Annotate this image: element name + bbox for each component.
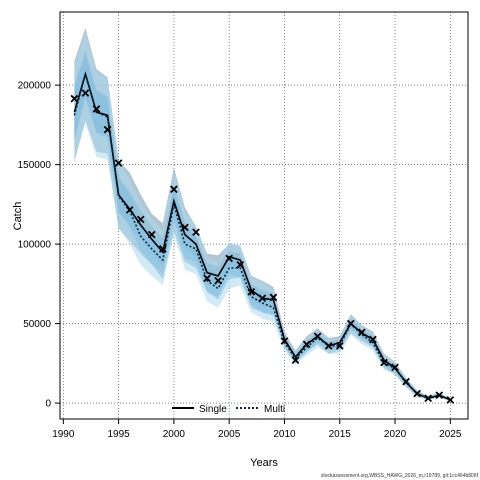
observed-point (424, 394, 433, 403)
observed-point (103, 125, 112, 134)
observed-point (258, 294, 267, 303)
observed-point (280, 337, 289, 345)
x-tick-label: 1995 (107, 429, 130, 440)
observed-point (413, 389, 421, 398)
x-tick-label: 2025 (439, 429, 462, 440)
y-tick-label: 150000 (18, 160, 52, 171)
observed-point (247, 287, 256, 296)
multi-band-outer (74, 32, 451, 402)
x-tick-label: 2015 (329, 429, 352, 440)
x-tick-label: 2010 (273, 429, 296, 440)
observed-point (380, 358, 388, 367)
observed-point (391, 363, 399, 372)
observed-points (70, 89, 455, 404)
observed-point (291, 356, 300, 365)
x-axis-title: Years (250, 457, 278, 469)
y-tick-label: 100000 (18, 240, 52, 251)
single-band-outer (74, 27, 451, 402)
observed-point (435, 391, 444, 399)
observed-point (81, 89, 90, 97)
observed-point (181, 223, 189, 232)
y-axis-title: Catch (12, 202, 24, 231)
observed-point (324, 342, 333, 350)
y-tick-label: 50000 (23, 319, 51, 330)
y-tick-label: 0 (45, 399, 51, 410)
observed-point (313, 332, 322, 341)
legend: Single Multi (172, 404, 285, 415)
observed-point (192, 228, 200, 237)
x-tick-label: 1990 (52, 429, 75, 440)
observed-point (269, 293, 278, 302)
observed-point (125, 206, 134, 214)
plot-frame (59, 11, 469, 420)
footer-note: stockassessment.org,WBSS_HAWG_2026_m,r19… (320, 473, 478, 479)
observed-point (225, 254, 234, 263)
observed-point (358, 328, 366, 337)
y-tick-label: 200000 (18, 81, 52, 92)
legend-multi-label: Multi (264, 404, 285, 415)
multi-median-line (73, 71, 451, 401)
observed-point (136, 215, 145, 224)
observed-point (346, 319, 355, 328)
observed-point (147, 230, 156, 239)
x-axis: 1990 1995 2000 2005 2010 2015 2020 2025 (52, 419, 462, 440)
observed-point (302, 340, 311, 349)
observed-point (402, 377, 410, 386)
observed-point (114, 159, 123, 167)
uncertainty-bands (74, 27, 451, 402)
observed-point (203, 274, 211, 283)
x-tick-label: 2020 (384, 429, 407, 440)
observed-point (214, 276, 222, 285)
multi-band-inner (74, 54, 451, 401)
observed-point (369, 335, 377, 344)
observed-point (236, 260, 245, 269)
legend-single-label: Single (199, 404, 227, 415)
x-tick-label: 2005 (218, 429, 241, 440)
observed-point (92, 105, 101, 113)
observed-point (158, 245, 167, 253)
observed-point (70, 94, 79, 103)
observed-point (170, 185, 178, 194)
observed-point (446, 396, 455, 404)
y-axis: 0 50000 100000 150000 200000 (18, 81, 60, 410)
observed-point (335, 342, 344, 350)
x-tick-label: 2000 (163, 429, 186, 440)
